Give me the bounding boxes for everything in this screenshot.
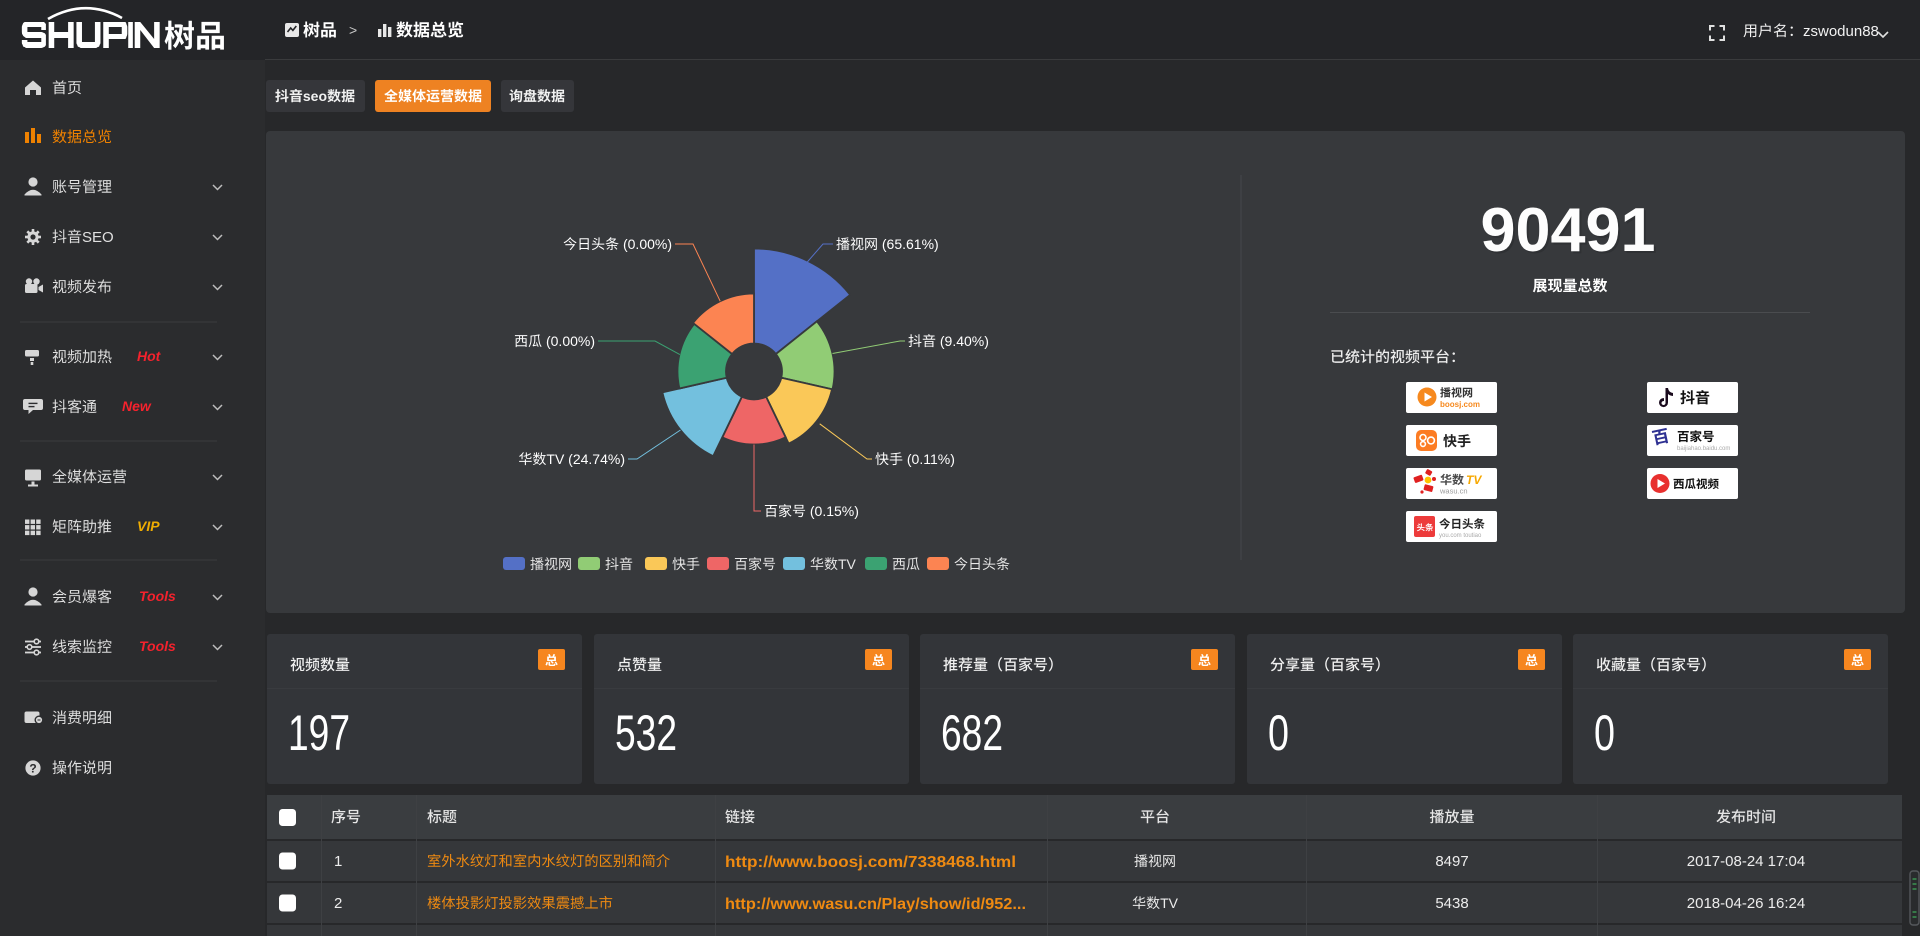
svg-text:90491: 90491 [1481,196,1656,265]
svg-text:0: 0 [1594,705,1615,761]
svg-text:>: > [349,22,357,38]
svg-text:5438: 5438 [1435,895,1468,912]
svg-text:baijiahao.baidu.com: baijiahao.baidu.com [1677,446,1730,452]
svg-text:wasu.cn: wasu.cn [1439,487,1468,496]
svg-text:(0.15%): (0.15%) [806,503,859,519]
svg-text:TV: TV [838,556,857,572]
svg-text:TV: TV [1160,895,1179,911]
svg-text:(65.61%): (65.61%) [878,236,939,252]
svg-text:1: 1 [334,853,342,870]
svg-text:seo: seo [303,88,327,104]
svg-text:2: 2 [334,895,342,912]
svg-text:VIP: VIP [137,518,160,534]
svg-text:197: 197 [288,705,350,761]
svg-text:?: ? [29,762,36,776]
svg-text:zswodun88: zswodun88 [1803,23,1879,40]
svg-text:(0.00%): (0.00%) [542,333,595,349]
svg-text:2018-04-26 16:24: 2018-04-26 16:24 [1687,895,1805,912]
svg-text:New: New [122,398,152,414]
svg-text:90491: 90491 [1483,198,1658,267]
svg-text:682: 682 [941,705,1003,761]
svg-text:TV (24.74%): TV (24.74%) [546,451,625,467]
svg-text:boosj.com: boosj.com [1440,400,1480,409]
svg-text:532: 532 [615,705,677,761]
svg-text:Hot: Hot [137,348,162,364]
svg-text:Tools: Tools [139,588,176,604]
svg-text:2017-08-24 17:04: 2017-08-24 17:04 [1687,853,1805,870]
svg-text:0: 0 [1268,705,1289,761]
svg-text:you.com toutiao: you.com toutiao [1439,533,1482,539]
svg-text:TV: TV [1466,473,1482,487]
svg-text:8497: 8497 [1435,853,1468,870]
svg-text:Tools: Tools [139,638,176,654]
svg-text:(0.11%): (0.11%) [903,451,955,467]
svg-text:(0.00%): (0.00%) [619,236,672,252]
svg-text:http://www.wasu.cn/Play/show/i: http://www.wasu.cn/Play/show/id/952... [725,896,1026,913]
svg-text:SEO: SEO [82,229,114,246]
svg-text:(9.40%): (9.40%) [936,333,989,349]
svg-text:http://www.boosj.com/7338468.h: http://www.boosj.com/7338468.html [725,854,1016,871]
